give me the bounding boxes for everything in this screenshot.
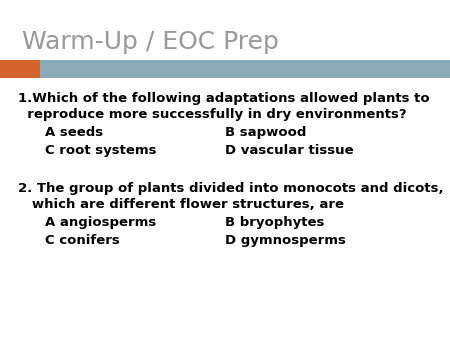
Text: reproduce more successfully in dry environments?: reproduce more successfully in dry envir… [18,108,407,121]
Text: C conifers: C conifers [45,234,120,247]
Text: which are different flower structures, are: which are different flower structures, a… [18,198,344,211]
Text: D vascular tissue: D vascular tissue [225,144,354,157]
Text: 2. The group of plants divided into monocots and dicots,: 2. The group of plants divided into mono… [18,182,444,195]
Text: B sapwood: B sapwood [225,126,306,139]
Bar [0,60,40,78]
Text: Warm-Up / EOC Prep: Warm-Up / EOC Prep [22,30,279,54]
Text: 1.Which of the following adaptations allowed plants to: 1.Which of the following adaptations all… [18,92,430,105]
Text: C root systems: C root systems [45,144,157,157]
Text: D gymnosperms: D gymnosperms [225,234,346,247]
Text: B bryophytes: B bryophytes [225,216,324,229]
Text: A angiosperms: A angiosperms [45,216,156,229]
Text: A seeds: A seeds [45,126,103,139]
Bar [40,60,450,78]
